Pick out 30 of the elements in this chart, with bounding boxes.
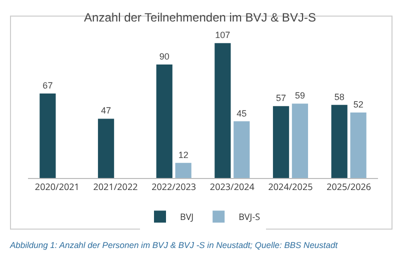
bar (350, 112, 366, 178)
bar (214, 43, 231, 178)
data-label: 47 (101, 106, 112, 116)
x-tick-label: 2021/2022 (93, 180, 138, 193)
data-label: 90 (159, 52, 170, 62)
data-label: 58 (334, 92, 344, 102)
data-label: 57 (276, 93, 286, 104)
bar (292, 104, 308, 178)
data-label: 12 (178, 150, 188, 160)
x-tick-label: 2025/2026 (326, 180, 372, 193)
text: Abbildung 1: Anzahl der Personen im BVJ & BVJ -S in Neustadt; Quelle: BBS Neustadt (9, 240, 338, 250)
data-label: 45 (236, 108, 247, 118)
x-tick-label: 2020/2021 (34, 180, 80, 193)
bar (156, 64, 172, 178)
legend-label: BVJ (180, 210, 194, 224)
bar (234, 121, 250, 178)
bar (175, 162, 192, 178)
data-label: 52 (353, 99, 364, 110)
bar (40, 94, 56, 178)
bar (98, 118, 114, 178)
bar (331, 104, 348, 178)
x-tick-label: 2024/2025 (268, 180, 313, 193)
x-tick-label: 2023/2024 (210, 180, 254, 193)
legend-label: BVJ-S (238, 210, 260, 224)
x-tick-label: 2022/2023 (152, 180, 196, 193)
chart-title: Anzahl der Teilnehmenden im BVJ & BVJ-S (84, 10, 316, 24)
data-label: 67 (42, 80, 53, 91)
data-label: 107 (215, 30, 230, 40)
bar (272, 106, 290, 178)
data-label: 59 (294, 90, 305, 101)
